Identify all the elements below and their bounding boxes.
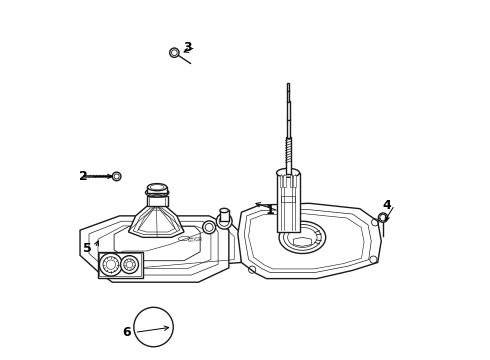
Circle shape xyxy=(134,307,173,347)
Polygon shape xyxy=(287,90,289,102)
Circle shape xyxy=(216,213,232,229)
Circle shape xyxy=(112,172,121,181)
Polygon shape xyxy=(98,252,143,278)
Ellipse shape xyxy=(220,208,228,213)
Polygon shape xyxy=(283,175,286,187)
Circle shape xyxy=(170,48,179,57)
Polygon shape xyxy=(280,175,282,187)
Polygon shape xyxy=(287,119,290,138)
Polygon shape xyxy=(80,216,229,282)
Polygon shape xyxy=(290,175,292,187)
Polygon shape xyxy=(107,220,242,271)
Ellipse shape xyxy=(276,168,299,177)
Circle shape xyxy=(99,253,122,276)
Polygon shape xyxy=(276,173,299,232)
Text: 2: 2 xyxy=(78,170,87,183)
Text: 4: 4 xyxy=(382,199,391,212)
Ellipse shape xyxy=(146,188,169,197)
Polygon shape xyxy=(287,83,289,91)
Polygon shape xyxy=(220,211,228,221)
Text: GT/GR: GT/GR xyxy=(187,236,203,242)
Text: 3: 3 xyxy=(183,41,192,54)
Text: 5: 5 xyxy=(83,242,92,255)
Polygon shape xyxy=(147,196,168,206)
Text: 1: 1 xyxy=(266,204,274,217)
Polygon shape xyxy=(128,205,184,237)
Ellipse shape xyxy=(147,184,167,191)
Polygon shape xyxy=(286,137,291,174)
Circle shape xyxy=(203,221,216,234)
Polygon shape xyxy=(287,101,290,120)
Polygon shape xyxy=(147,187,167,193)
Ellipse shape xyxy=(378,213,388,222)
Polygon shape xyxy=(294,175,295,187)
Circle shape xyxy=(121,256,139,274)
Text: 6: 6 xyxy=(122,326,131,339)
Polygon shape xyxy=(238,203,381,279)
